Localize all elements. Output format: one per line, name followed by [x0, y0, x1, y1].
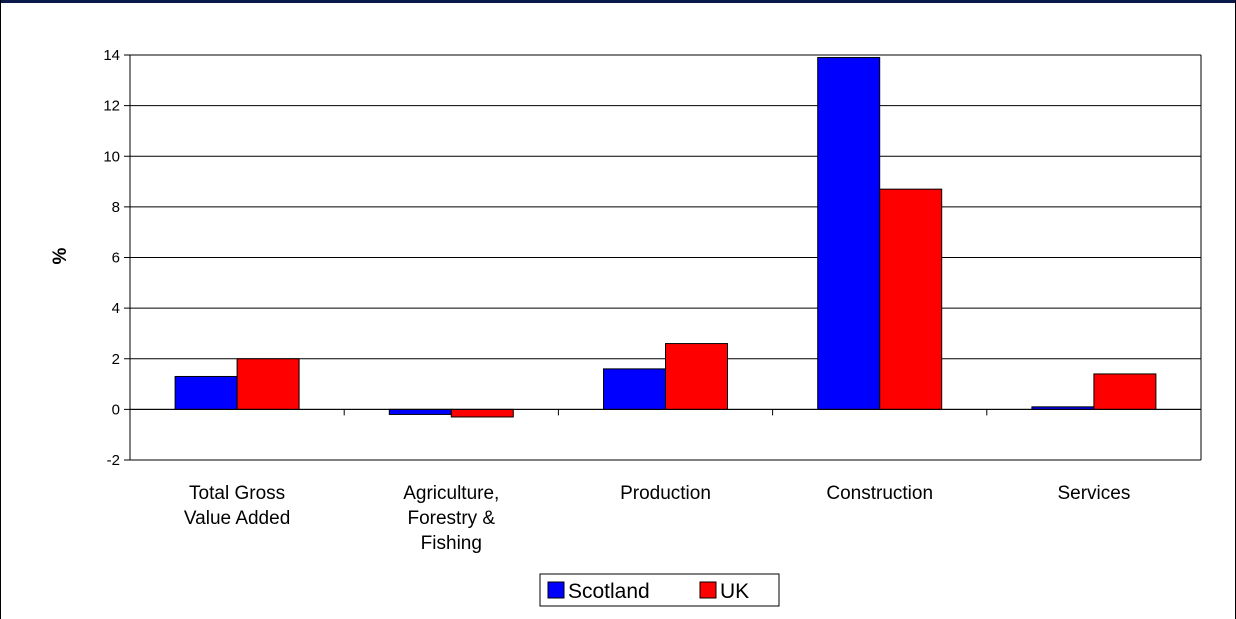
y-tick-label: 6 — [112, 250, 120, 267]
category-labels: Total Gross Value Added Agriculture, Forest… — [184, 483, 1130, 554]
axes — [124, 54, 1202, 461]
y-tick-label: 12 — [103, 98, 120, 115]
category-label: Construction — [826, 483, 933, 504]
bar-uk-4 — [1093, 373, 1157, 410]
bar-scotland-2 — [603, 368, 666, 410]
top-border — [0, 0, 1236, 3]
category-label: Total Gross — [189, 483, 285, 504]
bar-scotland-3 — [817, 57, 881, 410]
category-label: Agriculture, — [403, 483, 499, 504]
bar-scotland-1 — [388, 408, 452, 415]
y-tick-label: 4 — [112, 300, 120, 317]
legend: Scotland UK — [539, 573, 780, 607]
bar-scotland-0 — [174, 375, 238, 410]
y-tick-label: 10 — [103, 148, 120, 165]
y-tick-label: 8 — [112, 199, 120, 216]
bar-uk-3 — [879, 188, 943, 410]
category-label: Value Added — [184, 508, 290, 529]
legend-swatch-scotland — [547, 581, 565, 599]
y-tick-label: 2 — [112, 351, 120, 368]
legend-label-uk: UK — [720, 580, 749, 603]
bar-uk-2 — [665, 343, 728, 410]
bars — [174, 57, 1157, 418]
y-tick-label: 0 — [112, 401, 120, 418]
left-border — [0, 0, 1, 619]
y-tick-label: -2 — [107, 452, 120, 469]
y-axis-title: % — [50, 247, 71, 264]
bar-uk-1 — [450, 408, 514, 418]
bar-uk-0 — [236, 358, 300, 410]
legend-swatch-uk — [699, 581, 717, 599]
y-tick-labels: -2 0 2 4 6 8 10 12 14 — [103, 47, 120, 469]
y-tick-label: 14 — [103, 47, 120, 64]
category-label: Services — [1057, 483, 1130, 504]
category-label: Fishing — [421, 533, 482, 554]
category-label: Forestry & — [407, 508, 495, 529]
legend-label-scotland: Scotland — [568, 580, 650, 603]
category-label: Production — [620, 483, 711, 504]
legend-box — [539, 573, 780, 607]
